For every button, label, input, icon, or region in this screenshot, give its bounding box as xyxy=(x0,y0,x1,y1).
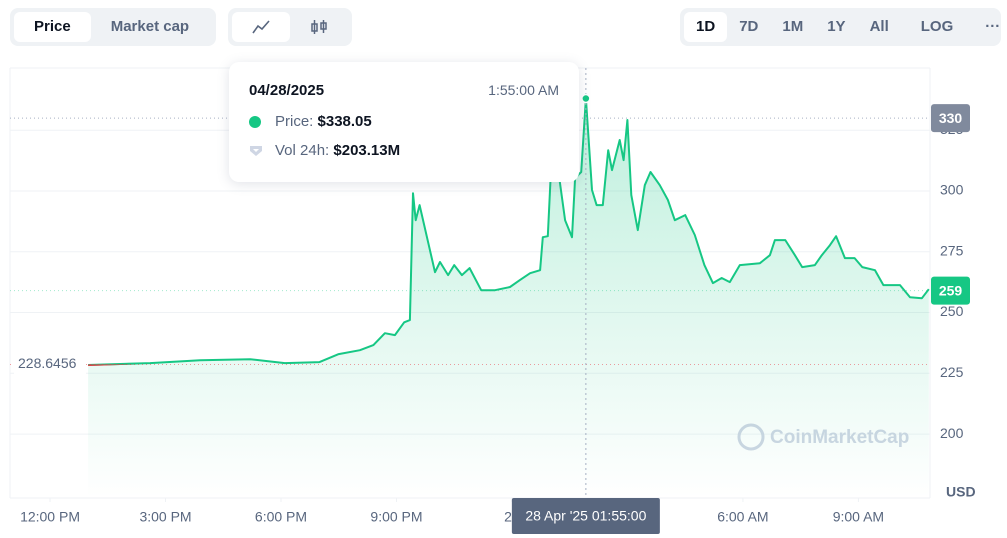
crosshair-label-bg xyxy=(511,498,660,534)
tooltip: 04/28/2025 1:55:00 AM Price: $338.05 Vol… xyxy=(229,62,579,182)
tooltip-volume-row: Vol 24h: $203.13M xyxy=(249,142,400,159)
log-toggle[interactable]: LOG xyxy=(920,18,954,35)
tooltip-date: 04/28/2025 xyxy=(249,82,325,99)
y-tick-label: 300 xyxy=(940,182,964,198)
x-tick-label: 12:00 PM xyxy=(20,509,80,525)
x-tick-label: 3:00 PM xyxy=(139,509,191,525)
tab-price[interactable]: Price xyxy=(14,12,91,42)
high-badge-label: 330 xyxy=(939,110,963,126)
more-button[interactable]: ··· xyxy=(985,18,1001,35)
y-tick-label: 225 xyxy=(940,364,964,380)
tooltip-price-label: Price: xyxy=(275,113,314,130)
last-badge xyxy=(931,276,970,305)
last-badge-label: 259 xyxy=(939,282,963,298)
x-tick-label: 9:00 PM xyxy=(370,509,422,525)
x-tick-label: 6:00 PM xyxy=(255,509,307,525)
price-line xyxy=(88,97,930,366)
open-label: 228.6456 xyxy=(18,355,77,371)
candle-style-button[interactable] xyxy=(290,12,348,42)
y-tick-label: 250 xyxy=(940,303,964,319)
high-badge xyxy=(931,104,970,133)
price-area xyxy=(88,98,929,498)
tooltip-time: 1:55:00 AM xyxy=(488,82,559,98)
tooltip-price-value: $338.05 xyxy=(317,113,372,130)
range-1m[interactable]: 1M xyxy=(782,18,804,35)
y-unit: USD xyxy=(946,484,976,500)
range-tabs: 1D 7D 1M 1Y All LOG ··· xyxy=(680,8,1001,46)
x-tick-label: 9:00 AM xyxy=(833,509,884,525)
tooltip-volume-value: $203.13M xyxy=(333,142,401,159)
x-tick-label: 6:00 AM xyxy=(717,509,768,525)
crosshair-label: 28 Apr '25 01:55:00 xyxy=(525,508,646,524)
range-1y[interactable]: 1Y xyxy=(827,18,846,35)
tooltip-price-row: Price: $338.05 xyxy=(249,113,372,130)
line-icon xyxy=(252,20,270,34)
tooltip-volume-label: Vol 24h: xyxy=(275,142,330,159)
candle-icon xyxy=(311,20,327,34)
price-dot xyxy=(249,115,261,128)
metric-tabs: Price Market cap xyxy=(10,8,216,46)
line-style-button[interactable] xyxy=(232,12,290,42)
range-1d[interactable]: 1D xyxy=(684,12,728,42)
tab-market-cap[interactable]: Market cap xyxy=(110,18,190,35)
volume-icon xyxy=(250,145,262,156)
open-label-bg xyxy=(14,354,86,375)
range-7d[interactable]: 7D xyxy=(739,18,759,35)
range-all[interactable]: All xyxy=(869,18,889,35)
y-tick-label: 275 xyxy=(940,242,964,258)
y-tick-label: 200 xyxy=(940,425,964,441)
hover-point xyxy=(581,93,591,104)
chart-style-tabs xyxy=(228,8,352,46)
